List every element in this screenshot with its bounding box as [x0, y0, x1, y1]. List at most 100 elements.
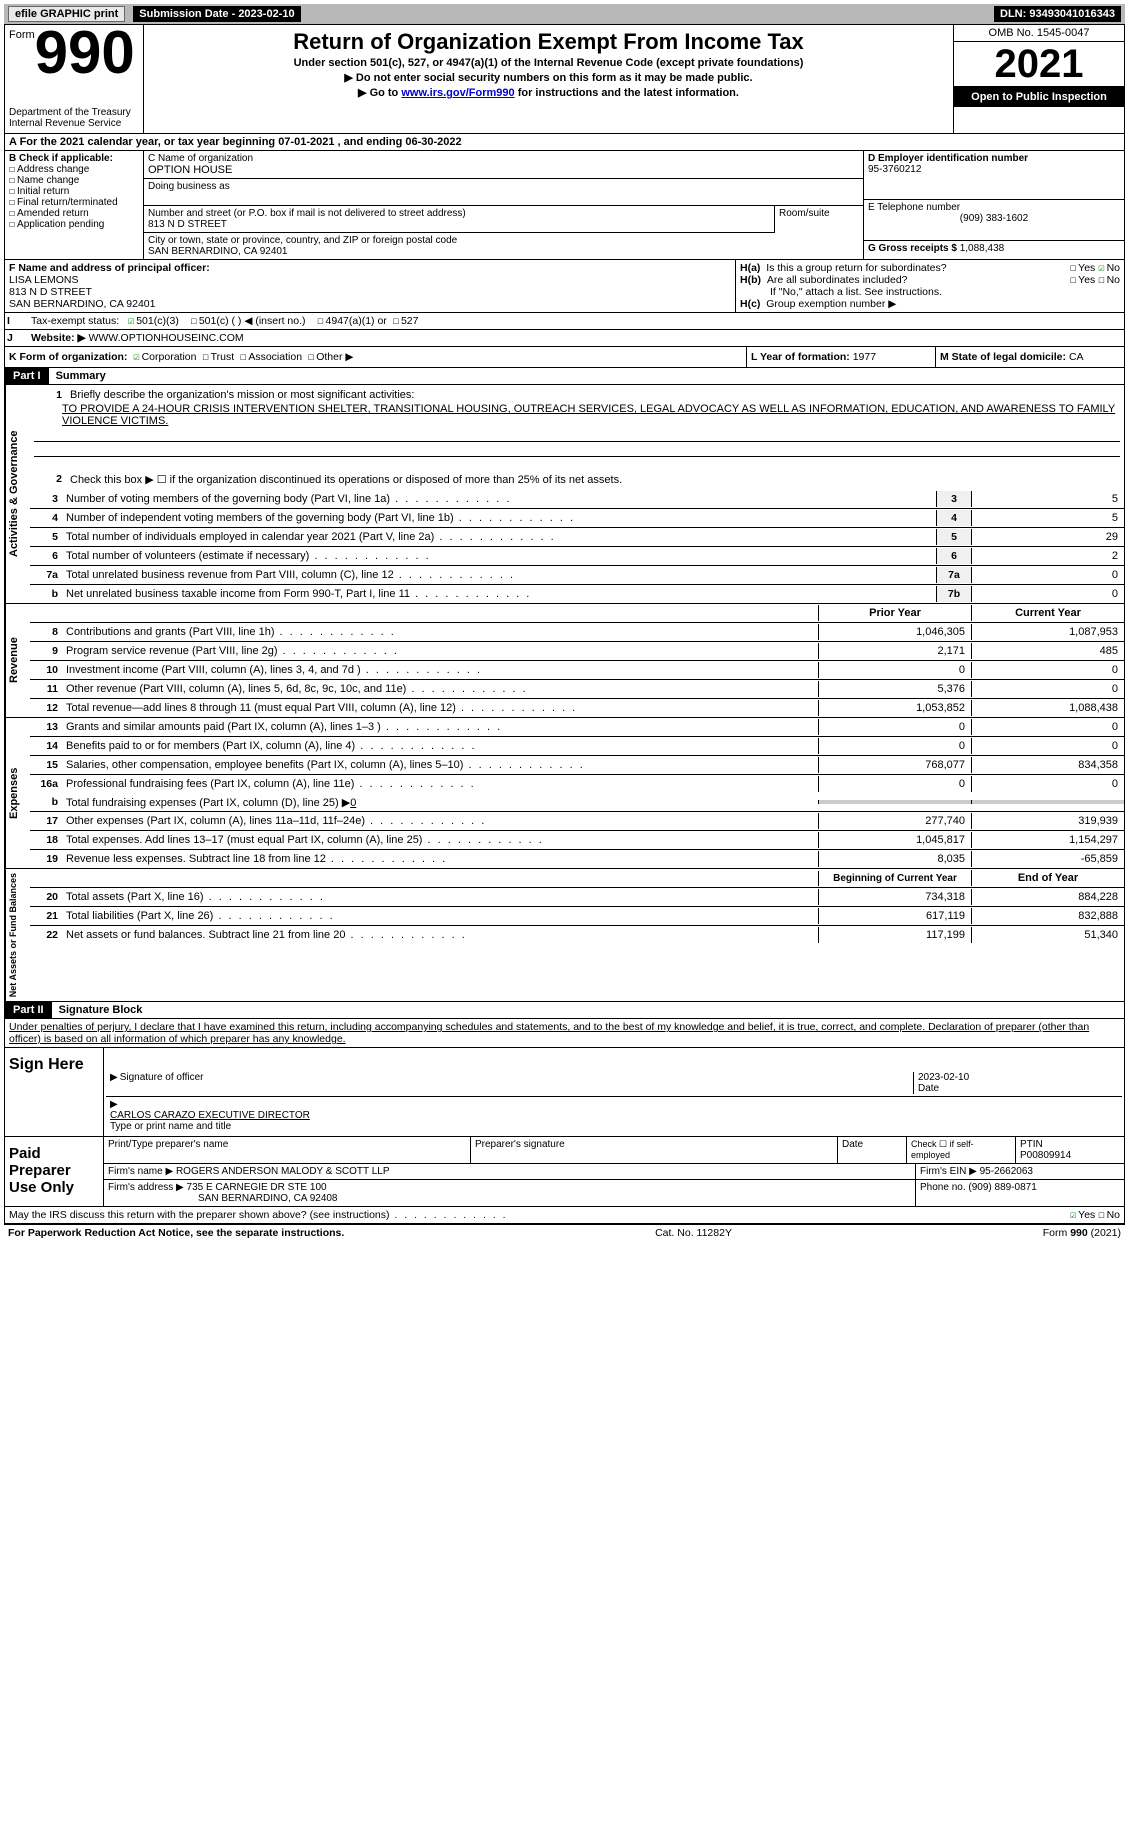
prior-year-header: Prior Year [818, 605, 971, 621]
state-domicile: CA [1069, 351, 1084, 363]
f-label: F Name and address of principal officer: [9, 262, 731, 274]
section-fh: F Name and address of principal officer:… [4, 260, 1125, 313]
website-label: Website: ▶ [31, 332, 86, 344]
submission-date: Submission Date - 2023-02-10 [133, 6, 300, 22]
city-label: City or town, state or province, country… [148, 235, 859, 246]
k-label: K Form of organization: [9, 351, 127, 363]
governance-label: Activities & Governance [5, 385, 30, 603]
sign-here-label: Sign Here [5, 1048, 104, 1136]
i-label: I [5, 313, 29, 329]
chk-final[interactable]: Final return/terminated [17, 197, 118, 208]
chk-amended[interactable]: Amended return [17, 208, 89, 219]
officer-city: SAN BERNARDINO, CA 92401 [9, 298, 731, 310]
section-bcd: B Check if applicable: Address change Na… [4, 151, 1125, 260]
hb-no[interactable]: No [1107, 274, 1120, 286]
firm-addr-label: Firm's address ▶ [108, 1182, 184, 1193]
form-number: 990 [35, 19, 135, 86]
firm-ein-label: Firm's EIN ▶ [920, 1166, 977, 1177]
governance-section: Activities & Governance 1Briefly describ… [4, 385, 1125, 604]
end-year-header: End of Year [971, 870, 1124, 886]
paid-preparer-label: Paid Preparer Use Only [5, 1137, 104, 1206]
hb-yes[interactable]: Yes [1078, 274, 1095, 286]
mission-text: TO PROVIDE A 24-HOUR CRISIS INTERVENTION… [62, 403, 1115, 427]
self-employed-check[interactable]: Check ☐ if self-employed [906, 1137, 1015, 1163]
org-name: OPTION HOUSE [148, 164, 859, 176]
sig-date-value: 2023-02-10 [918, 1072, 1118, 1083]
chk-corp[interactable]: Corporation [142, 351, 197, 363]
chk-other[interactable]: Other ▶ [316, 351, 353, 363]
discuss-no[interactable]: No [1107, 1209, 1120, 1221]
firm-phone-label: Phone no. [920, 1182, 966, 1193]
chk-initial[interactable]: Initial return [17, 186, 69, 197]
b16-text: Total fundraising expenses (Part IX, col… [66, 797, 350, 809]
preparer-name-label: Print/Type preparer's name [104, 1137, 470, 1163]
expenses-label: Expenses [5, 718, 30, 868]
begin-year-header: Beginning of Current Year [818, 871, 971, 886]
room-label: Room/suite [774, 206, 863, 233]
dept-label: Department of the Treasury Internal Reve… [9, 107, 139, 129]
chk-application[interactable]: Application pending [17, 219, 104, 230]
year-formation: 1977 [853, 351, 876, 363]
chk-assoc[interactable]: Association [248, 351, 302, 363]
irs-link[interactable]: www.irs.gov/Form990 [401, 87, 514, 99]
chk-name[interactable]: Name change [17, 175, 79, 186]
form-title: Return of Organization Exempt From Incom… [148, 29, 949, 55]
officer-name: LISA LEMONS [9, 274, 731, 286]
chk-501c[interactable]: 501(c) ( ) ◀ (insert no.) [199, 315, 306, 327]
b-label: B Check if applicable: [9, 153, 139, 164]
q2-text: Check this box ▶ ☐ if the organization d… [66, 471, 1120, 488]
hc-label: H(c) [740, 298, 760, 310]
expenses-section: Expenses 13Grants and similar amounts pa… [4, 718, 1125, 869]
b16-value: 0 [350, 797, 356, 809]
j-label: J [5, 330, 29, 346]
ha-no[interactable]: No [1107, 262, 1120, 274]
officer-street: 813 N D STREET [9, 286, 731, 298]
revenue-section: Revenue Prior Year Current Year 8Contrib… [4, 604, 1125, 718]
form-header: Form990 Department of the Treasury Inter… [4, 24, 1125, 134]
firm-name: ROGERS ANDERSON MALODY & SCOTT LLP [176, 1166, 390, 1177]
paid-preparer-section: Paid Preparer Use Only Print/Type prepar… [4, 1137, 1125, 1207]
footer: For Paperwork Reduction Act Notice, see … [4, 1224, 1125, 1241]
cat-no: Cat. No. 11282Y [655, 1227, 732, 1239]
m-label: M State of legal domicile: [940, 351, 1066, 363]
discuss-yes[interactable]: Yes [1078, 1209, 1095, 1221]
dln: DLN: 93493041016343 [994, 6, 1121, 22]
ha-yes[interactable]: Yes [1078, 262, 1095, 274]
gross-value: 1,088,438 [960, 243, 1005, 254]
penalties-text: Under penalties of perjury, I declare th… [4, 1019, 1125, 1048]
net-label: Net Assets or Fund Balances [5, 869, 30, 1001]
part1-label: Part I [5, 368, 49, 384]
phone-value: (909) 383-1602 [868, 213, 1120, 224]
omb-number: OMB No. 1545-0047 [954, 25, 1124, 42]
top-bar: efile GRAPHIC print Submission Date - 20… [4, 4, 1125, 24]
website-value: WWW.OPTIONHOUSEINC.COM [88, 332, 243, 344]
paperwork-notice: For Paperwork Reduction Act Notice, see … [8, 1227, 344, 1239]
firm-addr1: 735 E CARNEGIE DR STE 100 [187, 1182, 327, 1193]
ha-label: H(a) [740, 262, 760, 274]
chk-address[interactable]: Address change [17, 164, 89, 175]
ein-label: D Employer identification number [868, 153, 1120, 164]
type-name-label: Type or print name and title [110, 1121, 310, 1132]
hb-label: H(b) [740, 274, 761, 286]
subtitle-1: Under section 501(c), 527, or 4947(a)(1)… [148, 57, 949, 69]
goto-post: for instructions and the latest informat… [515, 87, 739, 99]
row-a: A For the 2021 calendar year, or tax yea… [4, 134, 1125, 151]
chk-trust[interactable]: Trust [211, 351, 235, 363]
ha-text: Is this a group return for subordinates? [766, 262, 1070, 274]
discuss-text: May the IRS discuss this return with the… [9, 1209, 390, 1221]
street-label: Number and street (or P.O. box if mail i… [148, 208, 770, 219]
tax-year: 2021 [995, 42, 1084, 86]
sign-here-section: Sign Here Signature of officer 2023-02-1… [4, 1048, 1125, 1137]
firm-addr2: SAN BERNARDINO, CA 92408 [108, 1193, 338, 1204]
firm-ein: 95-2662063 [980, 1166, 1033, 1177]
phone-label: E Telephone number [868, 202, 1120, 213]
dba-label: Doing business as [144, 179, 863, 206]
sig-officer-label: Signature of officer [120, 1072, 204, 1083]
chk-501c3[interactable]: 501(c)(3) [136, 315, 179, 327]
hb-text: Are all subordinates included? [767, 274, 1070, 286]
city: SAN BERNARDINO, CA 92401 [148, 246, 859, 257]
chk-527[interactable]: 527 [401, 315, 419, 327]
part2-title: Signature Block [59, 1004, 143, 1016]
c-name-label: C Name of organization [148, 153, 859, 164]
chk-4947[interactable]: 4947(a)(1) or [326, 315, 387, 327]
